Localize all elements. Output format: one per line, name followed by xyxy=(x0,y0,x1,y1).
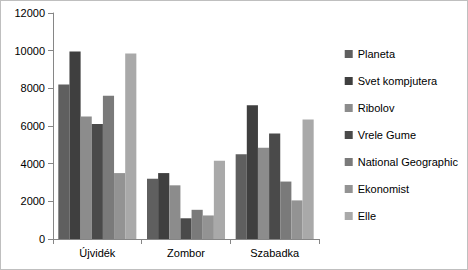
svg-text:Vrele Gume: Vrele Gume xyxy=(358,129,416,141)
svg-text:Zombor: Zombor xyxy=(167,247,205,259)
svg-text:4000: 4000 xyxy=(21,158,45,170)
svg-text:Szabadka: Szabadka xyxy=(250,247,300,259)
svg-text:10000: 10000 xyxy=(14,45,45,57)
svg-text:0: 0 xyxy=(39,233,45,245)
svg-text:National Geographic: National Geographic xyxy=(358,156,459,168)
svg-text:Újvidék: Újvidék xyxy=(79,247,116,259)
svg-text:Svet kompjutera: Svet kompjutera xyxy=(358,75,438,87)
svg-text:12000: 12000 xyxy=(14,7,45,19)
svg-text:Planeta: Planeta xyxy=(358,48,396,60)
svg-text:Ribolov: Ribolov xyxy=(358,102,395,114)
svg-text:6000: 6000 xyxy=(21,120,45,132)
svg-text:8000: 8000 xyxy=(21,82,45,94)
svg-text:Elle: Elle xyxy=(358,210,376,222)
svg-text:Ekonomist: Ekonomist xyxy=(358,183,409,195)
svg-text:2000: 2000 xyxy=(21,195,45,207)
